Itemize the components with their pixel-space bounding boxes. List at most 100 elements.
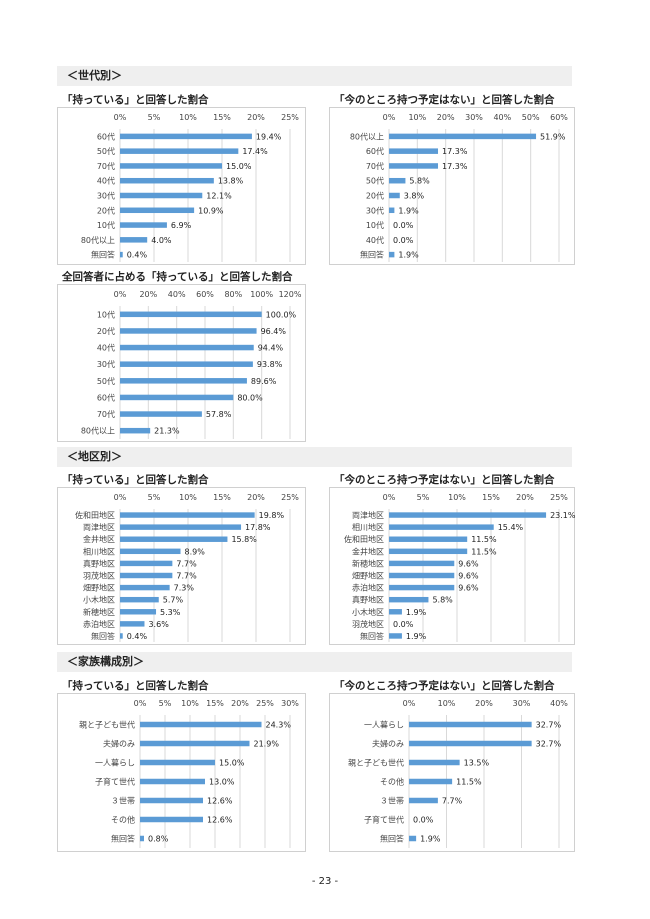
data-label: 80.0% — [237, 393, 263, 402]
data-label: 1.9% — [398, 206, 419, 215]
bar — [120, 633, 123, 639]
category-label: 30代 — [97, 191, 115, 201]
section-header-area: ＜地区別＞ — [57, 447, 572, 467]
data-label: 5.8% — [432, 596, 453, 605]
tick-label: 0% — [383, 113, 396, 122]
tick-label: 15% — [206, 699, 224, 708]
category-label: 30代 — [366, 205, 384, 215]
bar — [120, 394, 234, 401]
tick-label: 0% — [114, 493, 127, 502]
data-label: 11.5% — [471, 547, 497, 556]
data-label: 19.4% — [256, 132, 282, 141]
tick-label: 5% — [148, 493, 161, 502]
tick-label: 10% — [179, 493, 197, 502]
data-label: 15.8% — [231, 535, 257, 544]
category-label: 70代 — [97, 161, 115, 171]
category-label: 一人暮らし — [364, 720, 404, 730]
bar — [120, 584, 170, 591]
bar — [389, 560, 455, 567]
tick-label: 0% — [114, 113, 127, 122]
data-label: 1.9% — [406, 632, 427, 641]
data-label: 21.9% — [254, 740, 280, 749]
data-label: 7.7% — [176, 572, 197, 581]
category-label: 子育て世代 — [95, 777, 135, 787]
data-label: 10.9% — [198, 206, 224, 215]
bar — [389, 596, 429, 603]
bar — [389, 163, 439, 169]
data-label: 7.3% — [174, 584, 195, 593]
category-label: 相川地区 — [352, 522, 384, 532]
bar — [389, 524, 494, 530]
tick-label: 20% — [247, 493, 265, 502]
category-label: 両津地区 — [352, 510, 384, 520]
bar — [409, 797, 438, 804]
category-label: 親と子ども世代 — [348, 758, 404, 768]
tick-label: 25% — [281, 113, 299, 122]
category-label: 子育て世代 — [364, 815, 404, 825]
bar — [120, 237, 148, 243]
bar — [120, 411, 202, 417]
category-label: 無回答 — [91, 250, 115, 260]
data-label: 5.3% — [160, 608, 181, 617]
data-label: 9.6% — [458, 559, 479, 568]
category-label: 10代 — [366, 220, 384, 230]
category-label: 60代 — [97, 392, 115, 402]
chart-title-age-share: 全回答者に占める「持っている」と回答した割合 — [62, 271, 293, 283]
category-label: 小木地区 — [352, 607, 384, 617]
category-label: 親と子ども世代 — [79, 720, 135, 730]
tick-label: 0% — [383, 493, 396, 502]
chart-title-family-none: 「今のところ持つ予定はない」と回答した割合 — [334, 680, 555, 692]
tick-label: 25% — [281, 493, 299, 502]
tick-label: 15% — [213, 113, 231, 122]
data-label: 9.6% — [458, 572, 479, 581]
tick-label: 15% — [482, 493, 500, 502]
data-label: 93.8% — [257, 360, 283, 369]
chart-title-age-none: 「今のところ持つ予定はない」と回答した割合 — [334, 94, 555, 106]
chart-area-owned: 0% 5% 10% 15% 20% 25% 佐和田地区 19.8% 両津地区 17.8% 金井地区 1… — [57, 487, 306, 645]
category-label: 20代 — [97, 326, 115, 336]
data-label: 13.0% — [209, 778, 235, 787]
tick-label: 10% — [181, 699, 199, 708]
bar — [140, 721, 262, 728]
data-label: 32.7% — [536, 721, 562, 730]
category-label: 赤泊地区 — [83, 619, 115, 629]
bar — [120, 609, 157, 615]
category-label: 両津地区 — [83, 522, 115, 532]
bar — [140, 759, 215, 766]
bar — [120, 133, 252, 140]
section-header-family: ＜家族構成別＞ — [57, 652, 572, 672]
tick-label: 60% — [196, 290, 214, 299]
bar — [120, 621, 145, 627]
category-label: 真野地区 — [83, 558, 115, 568]
bar — [409, 835, 417, 842]
data-label: 0.8% — [148, 835, 169, 844]
bar — [120, 163, 222, 169]
bar — [140, 740, 250, 747]
tick-label: 120% — [279, 290, 302, 299]
category-label: 新穂地区 — [352, 558, 384, 568]
data-label: 100.0% — [266, 310, 297, 319]
data-label: 96.4% — [261, 327, 287, 336]
data-label: 12.6% — [207, 797, 233, 806]
chart-title-area-none: 「今のところ持つ予定はない」と回答した割合 — [334, 474, 555, 486]
bar — [120, 536, 228, 542]
category-label: 真野地区 — [352, 595, 384, 605]
bar — [120, 251, 123, 258]
category-label: 夫婦のみ — [372, 739, 404, 749]
chart-family-owned: 0% 5% 10% 15% 20% 25% 30% 親と子ども世代 24.3% 夫婦のみ 21.9%… — [57, 693, 306, 852]
tick-label: 0% — [134, 699, 147, 708]
category-label: 40代 — [97, 343, 115, 353]
category-label: その他 — [380, 777, 404, 787]
data-label: 7.7% — [442, 797, 463, 806]
data-label: 15.0% — [219, 759, 245, 768]
category-label: 20代 — [366, 191, 384, 201]
bar — [120, 548, 181, 555]
chart-title-area-owned: 「持っている」と回答した割合 — [62, 474, 209, 486]
category-label: 40代 — [366, 235, 384, 245]
bar — [140, 797, 203, 804]
data-label: 5.8% — [409, 177, 430, 186]
data-label: 1.9% — [398, 251, 419, 260]
tick-label: 25% — [256, 699, 274, 708]
data-label: 3.8% — [404, 192, 425, 201]
data-label: 0.4% — [127, 632, 148, 641]
